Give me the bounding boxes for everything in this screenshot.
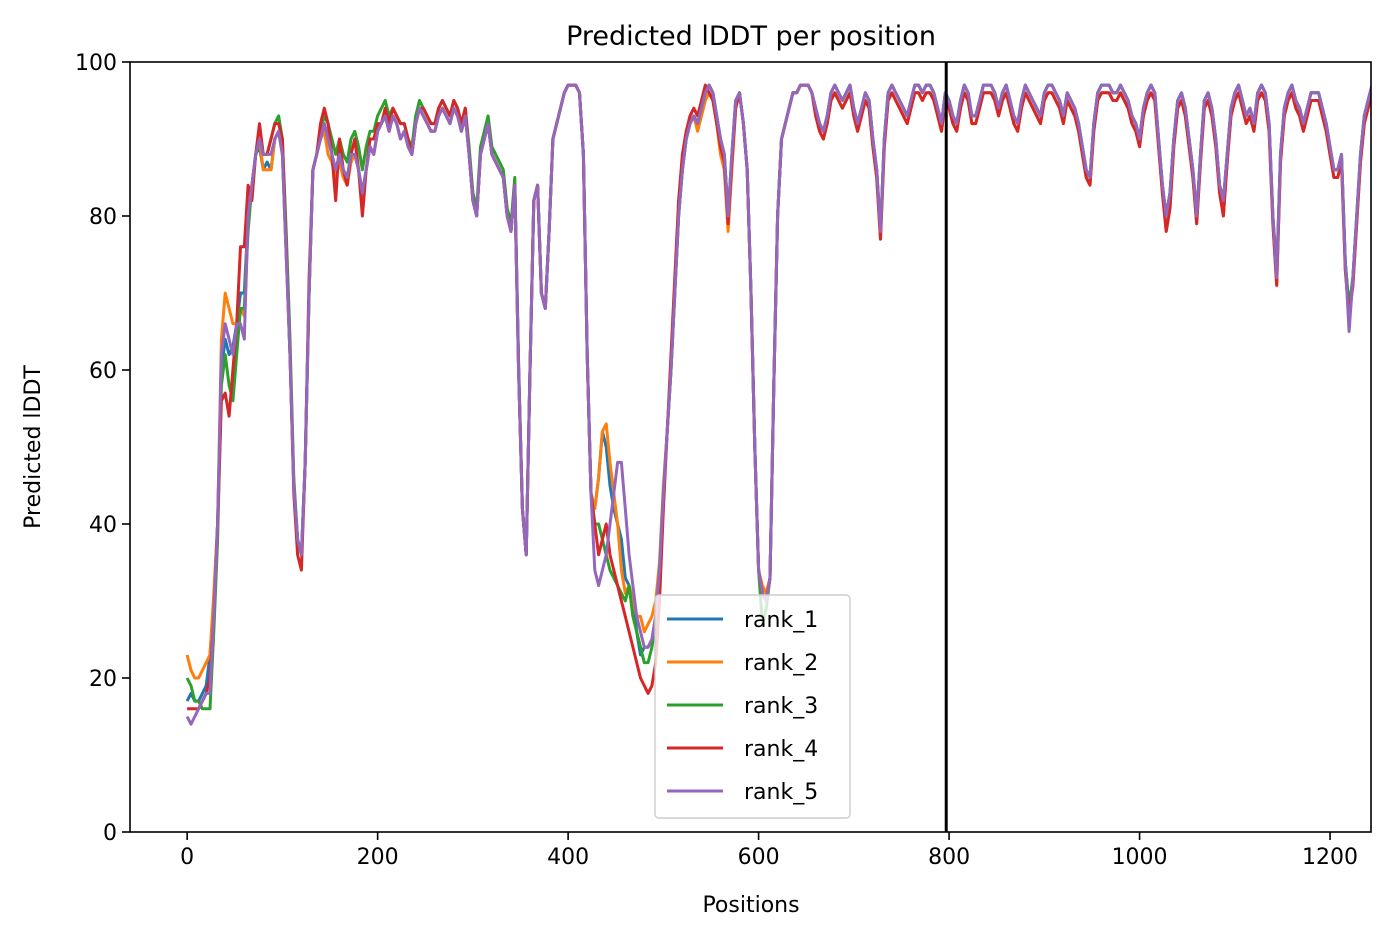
legend-label-rank_4: rank_4 bbox=[744, 737, 818, 762]
x-tick-label: 0 bbox=[180, 845, 194, 870]
y-axis: 0 20 40 60 80 100 bbox=[75, 51, 130, 846]
y-tick-label: 80 bbox=[89, 205, 117, 230]
legend-label-rank_5: rank_5 bbox=[744, 780, 818, 805]
legend-label-rank_2: rank_2 bbox=[744, 651, 818, 676]
series-layer bbox=[185, 83, 1371, 726]
legend-label-rank_1: rank_1 bbox=[744, 608, 818, 633]
x-axis-label: Positions bbox=[702, 893, 799, 918]
x-tick-label: 200 bbox=[357, 845, 399, 870]
x-tick-label: 1200 bbox=[1302, 845, 1358, 870]
legend: rank_1 rank_2 rank_3 rank_4 rank_5 bbox=[654, 594, 851, 819]
legend-label-rank_3: rank_3 bbox=[744, 694, 818, 719]
legend-box bbox=[654, 594, 851, 819]
plot-frame bbox=[129, 61, 1372, 833]
y-axis-label: Predicted lDDT bbox=[21, 365, 46, 529]
series-line-rank_5 bbox=[185, 83, 1371, 726]
x-tick-label: 800 bbox=[928, 845, 970, 870]
y-tick-label: 20 bbox=[89, 667, 117, 692]
y-tick-label: 0 bbox=[103, 821, 117, 846]
x-tick-label: 1000 bbox=[1112, 845, 1168, 870]
x-tick-label: 400 bbox=[547, 845, 589, 870]
y-tick-label: 100 bbox=[75, 51, 117, 76]
x-axis: 0 200 400 600 800 1000 1200 bbox=[180, 832, 1358, 870]
chart-title: Predicted lDDT per position bbox=[566, 21, 936, 52]
x-tick-label: 600 bbox=[738, 845, 780, 870]
y-tick-label: 40 bbox=[89, 513, 117, 538]
y-tick-label: 60 bbox=[89, 359, 117, 384]
